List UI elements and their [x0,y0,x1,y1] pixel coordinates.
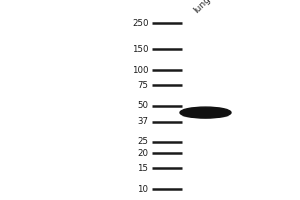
Text: 37: 37 [137,117,148,126]
Text: 75: 75 [137,81,148,90]
Ellipse shape [182,113,229,118]
Text: 100: 100 [132,66,148,75]
Text: 10: 10 [137,184,148,194]
Text: 150: 150 [132,45,148,54]
Ellipse shape [180,107,231,118]
Text: 15: 15 [137,164,148,173]
Text: 50: 50 [137,102,148,110]
Text: 20: 20 [137,149,148,158]
Text: 25: 25 [137,137,148,146]
Text: lung: lung [192,0,212,15]
Text: 250: 250 [132,19,148,27]
